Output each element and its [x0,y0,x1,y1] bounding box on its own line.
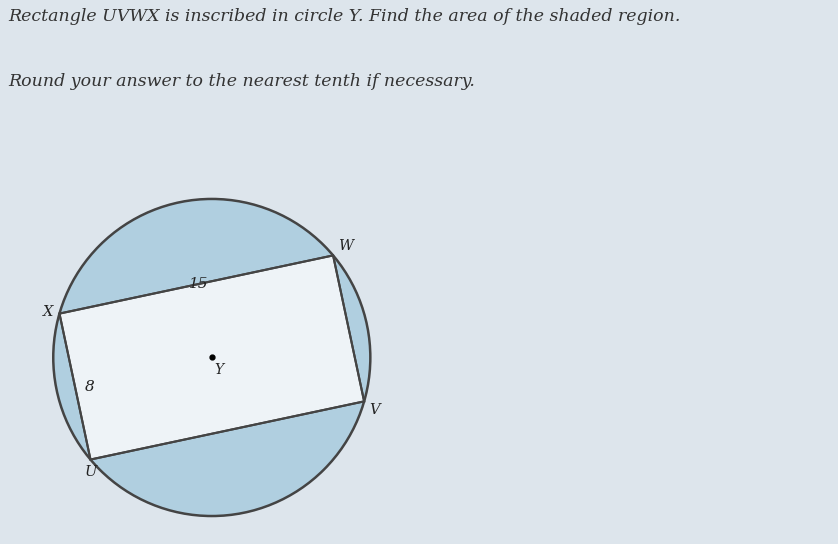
Text: W: W [338,239,353,252]
Text: Y: Y [215,363,224,377]
Circle shape [54,199,370,516]
Polygon shape [59,256,365,460]
Text: Round your answer to the nearest tenth if necessary.: Round your answer to the nearest tenth i… [8,73,475,90]
Text: 8: 8 [85,380,94,393]
Text: 15: 15 [189,277,208,291]
Text: X: X [43,305,53,319]
Text: U: U [85,465,96,479]
Text: V: V [369,403,380,417]
Text: Rectangle UVWX is inscribed in circle Y. Find the area of the shaded region.: Rectangle UVWX is inscribed in circle Y.… [8,8,680,25]
